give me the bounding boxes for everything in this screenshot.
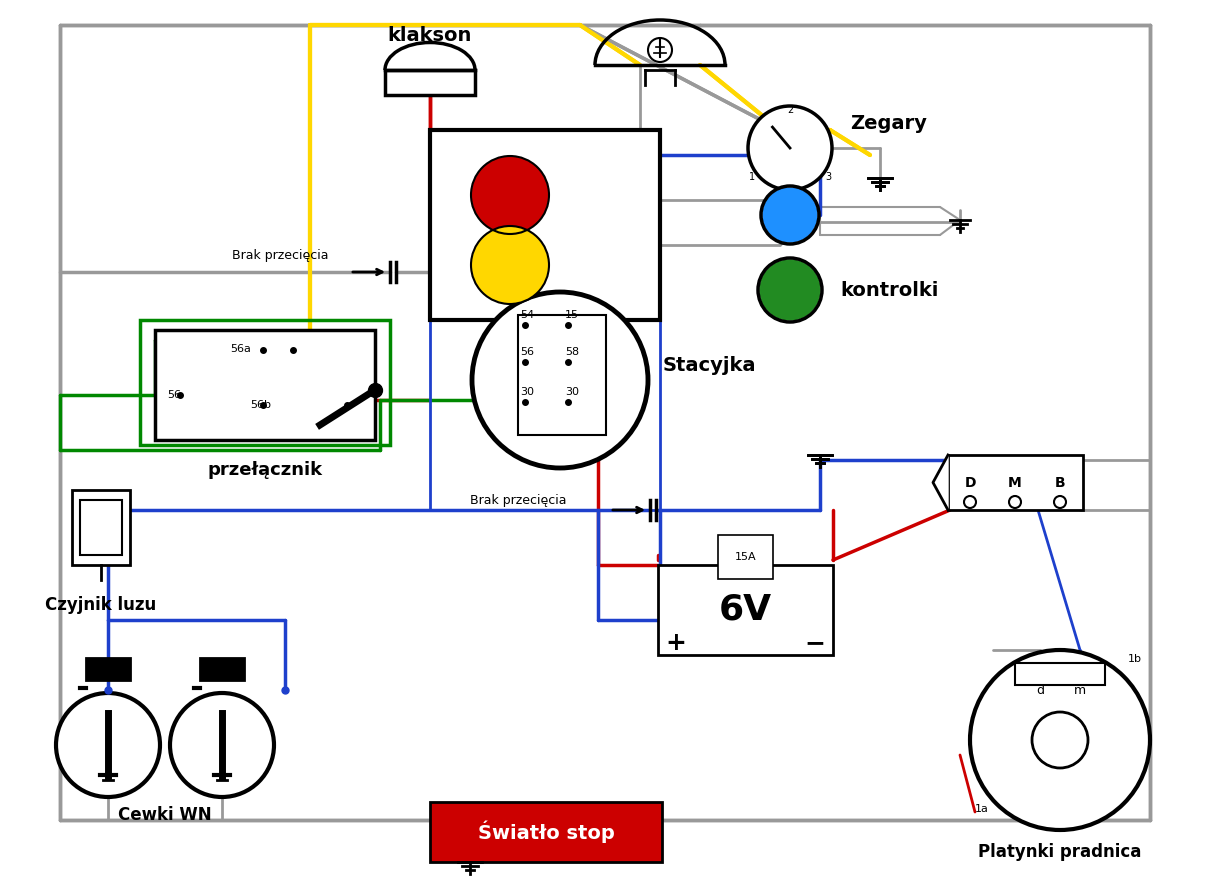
Circle shape [648, 38, 672, 62]
Text: −: − [804, 631, 825, 655]
Text: Zegary: Zegary [850, 113, 927, 133]
Circle shape [170, 693, 274, 797]
Text: klakson: klakson [388, 26, 473, 44]
Circle shape [472, 157, 548, 233]
Text: 6V: 6V [719, 593, 772, 627]
FancyBboxPatch shape [431, 802, 662, 862]
FancyBboxPatch shape [1015, 663, 1105, 685]
Circle shape [760, 260, 820, 320]
Text: 58: 58 [564, 347, 579, 357]
FancyBboxPatch shape [72, 490, 130, 565]
FancyBboxPatch shape [519, 315, 605, 435]
Text: Brak przecięcia: Brak przecięcia [470, 494, 567, 507]
Circle shape [1032, 712, 1088, 768]
Text: 56: 56 [520, 347, 534, 357]
Text: Brak przecięcia: Brak przecięcia [232, 248, 328, 261]
Text: przełącznik: przełącznik [207, 461, 322, 479]
Polygon shape [933, 455, 948, 510]
Text: 2: 2 [786, 105, 794, 115]
Text: 15: 15 [564, 310, 579, 320]
FancyBboxPatch shape [948, 455, 1083, 510]
Text: D: D [965, 476, 976, 489]
Text: Stacyjka: Stacyjka [663, 355, 756, 375]
Text: 30: 30 [564, 387, 579, 397]
Text: 54: 54 [520, 310, 534, 320]
Circle shape [970, 650, 1151, 830]
Text: 1: 1 [749, 172, 755, 182]
FancyBboxPatch shape [658, 565, 833, 655]
Text: 56b: 56b [250, 400, 271, 410]
Text: kontrolki: kontrolki [841, 281, 938, 299]
Circle shape [1009, 496, 1021, 508]
Text: 3: 3 [825, 172, 831, 182]
Circle shape [748, 106, 832, 190]
FancyBboxPatch shape [200, 658, 244, 680]
Circle shape [1054, 496, 1066, 508]
Text: m: m [1073, 684, 1087, 697]
Text: 56a: 56a [230, 344, 251, 354]
Text: +: + [666, 631, 686, 655]
FancyBboxPatch shape [385, 70, 475, 95]
Circle shape [763, 188, 816, 242]
Text: 56: 56 [166, 390, 181, 400]
Text: B: B [1055, 476, 1065, 489]
Text: 15A: 15A [734, 552, 756, 562]
Circle shape [472, 292, 648, 468]
FancyBboxPatch shape [156, 330, 375, 440]
Text: Światło stop: Światło stop [478, 820, 614, 843]
Text: 30: 30 [520, 387, 534, 397]
FancyBboxPatch shape [86, 658, 130, 680]
Text: Cewki WN: Cewki WN [118, 806, 212, 824]
FancyBboxPatch shape [431, 130, 660, 320]
Text: 1b: 1b [1128, 654, 1142, 664]
Text: d: d [1036, 684, 1044, 697]
Circle shape [472, 227, 548, 303]
Text: Platynki pradnica: Platynki pradnica [978, 843, 1142, 861]
Circle shape [55, 693, 160, 797]
FancyBboxPatch shape [80, 500, 122, 555]
Circle shape [964, 496, 976, 508]
Text: M: M [1008, 476, 1021, 489]
Text: 1a: 1a [974, 804, 989, 814]
Text: Czyjnik luzu: Czyjnik luzu [46, 596, 157, 614]
